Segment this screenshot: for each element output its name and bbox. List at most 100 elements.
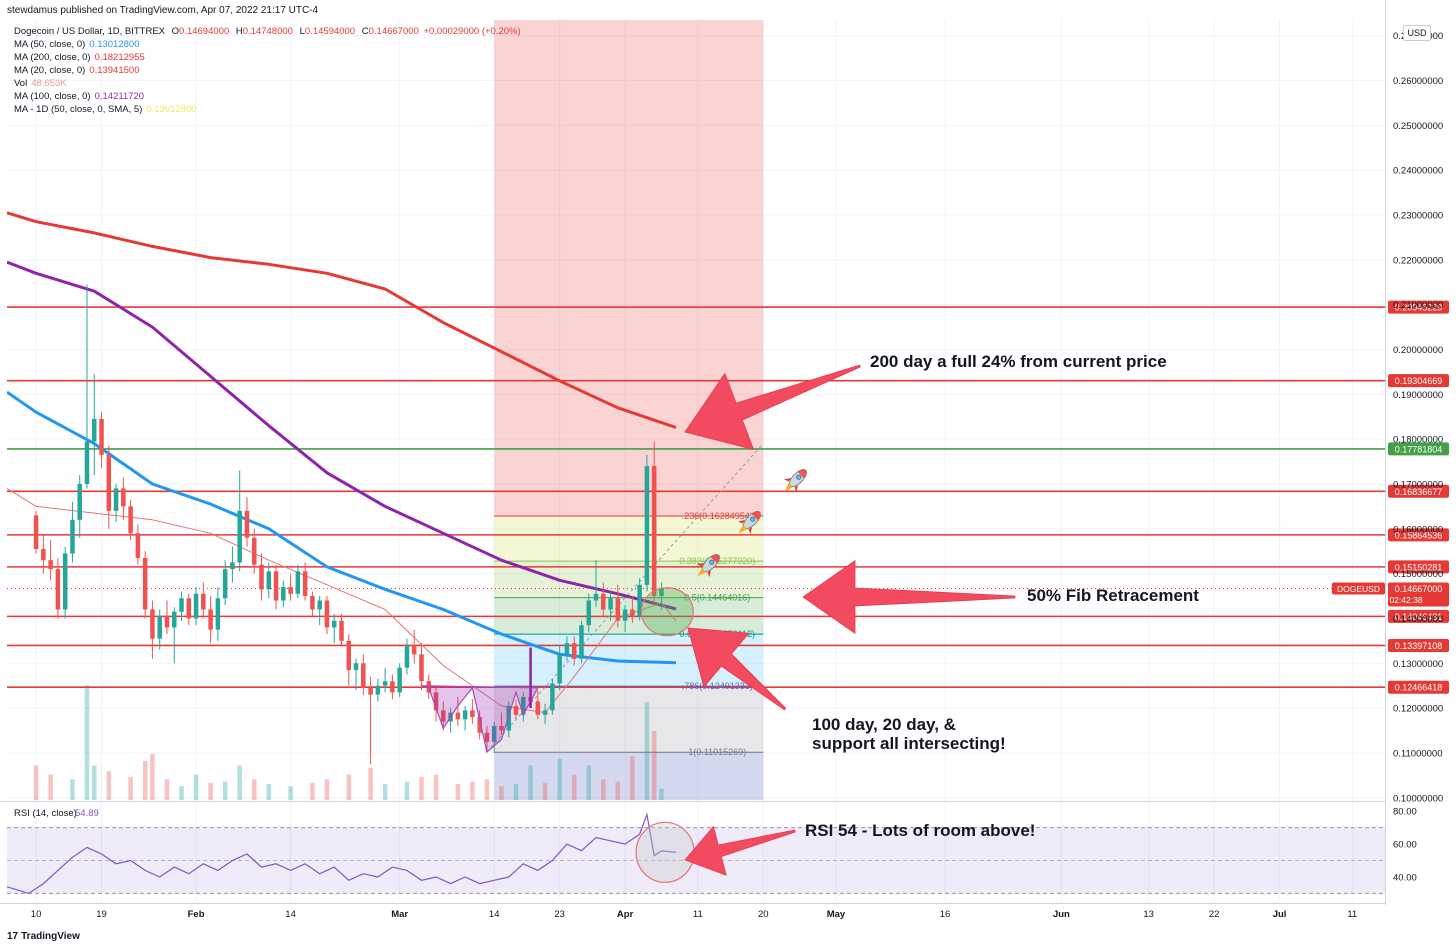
tradingview-logo: 17 TradingView <box>7 931 80 942</box>
candle-body-69 <box>535 701 541 715</box>
legend-close: 0.14667000 <box>368 26 419 37</box>
candle-body-25 <box>215 598 221 630</box>
candle-body-29 <box>244 510 250 538</box>
volume-bar-2 <box>70 779 75 800</box>
level-tag-2 <box>1388 442 1449 456</box>
volume-bar-26 <box>455 783 461 800</box>
candle-body-82 <box>630 609 635 617</box>
y-tick-3: 0.24000000 <box>1393 166 1443 177</box>
level-tag-0 <box>1388 300 1449 314</box>
annotations: 200 day a full 24% from current price 50%… <box>684 352 1199 876</box>
candle-body-70 <box>542 710 548 715</box>
fib-zone-1 <box>494 516 764 562</box>
annotation-50-fib: 50% Fib Retracement <box>1027 586 1199 605</box>
fib-zone-0 <box>494 441 764 517</box>
volume-bar-25 <box>433 774 439 800</box>
level-label-0: 0.20945229 <box>1395 303 1443 313</box>
arrow-rsi <box>684 825 796 876</box>
level-tag-5 <box>1388 560 1449 574</box>
candle-body-65 <box>506 705 512 731</box>
candle-body-9 <box>99 418 104 455</box>
candle-body-75 <box>579 625 584 659</box>
volume-bar-8 <box>150 754 155 800</box>
y-tick-9: 0.18000000 <box>1393 435 1443 446</box>
candle-body-64 <box>499 726 504 731</box>
candle-body-67 <box>521 696 526 715</box>
intersection-circle <box>640 587 694 637</box>
candle-body-53 <box>419 654 424 682</box>
candle-body-32 <box>266 571 272 590</box>
annotation-200-day: 200 day a full 24% from current price <box>870 352 1167 371</box>
candle-body-47 <box>375 685 381 695</box>
candle-body-22 <box>193 593 199 619</box>
legend-ma200: MA (200, close, 0) 0.18212955 <box>14 52 145 63</box>
volume-bar-33 <box>557 758 562 800</box>
rocket-icon-2-fins <box>737 520 752 535</box>
x-tick-11: 16 <box>940 909 951 920</box>
y-tick-1: 0.26000000 <box>1393 76 1443 87</box>
volume-bars <box>33 685 664 800</box>
legend-high: 0.14748000 <box>242 26 293 37</box>
candle-body-45 <box>361 663 366 688</box>
x-tick-10: May <box>827 909 846 920</box>
axes: 0.20945229 0.19304669 0.17781804 0.16836677… <box>31 31 1449 920</box>
candle-body-16 <box>150 609 155 639</box>
candle-body-56 <box>441 710 446 722</box>
fib-label-4: .786(0.12491333) <box>682 681 753 691</box>
legend-open: 0.14694000 <box>179 26 230 37</box>
x-tick-13: 13 <box>1143 909 1154 920</box>
volume-bar-11 <box>193 774 199 800</box>
candle-body-51 <box>404 645 410 668</box>
volume-bar-6 <box>128 777 133 800</box>
ma-line-3 <box>7 487 677 714</box>
candle-body-83 <box>637 584 642 617</box>
volume-bar-12 <box>208 782 213 800</box>
volume-bar-34 <box>571 774 577 800</box>
candle-body-46 <box>368 687 373 695</box>
candle-body-85 <box>651 466 657 597</box>
level-tag-7 <box>1388 638 1449 652</box>
candle-body-79 <box>608 598 613 610</box>
rsi-tick-1: 60.00 <box>1393 840 1417 851</box>
candle-body-71 <box>550 683 555 711</box>
candle-body-2 <box>48 560 53 570</box>
rocket-icon-2-window <box>750 516 756 522</box>
drawings <box>421 587 694 754</box>
volume-bar-37 <box>615 781 621 800</box>
volume-bar-10 <box>179 786 184 800</box>
x-tick-4: Mar <box>391 909 408 920</box>
x-tick-9: 20 <box>758 909 769 920</box>
candle-body-11 <box>113 488 119 511</box>
currency-badge[interactable]: USD <box>1403 25 1431 41</box>
candle-body-48 <box>382 681 388 686</box>
candle-body-52 <box>411 645 417 655</box>
countdown-label: 02:42:38 <box>1389 595 1422 605</box>
candle-body-30 <box>251 537 257 565</box>
level-label-2: 0.17781804 <box>1395 444 1443 454</box>
volume-bar-4 <box>92 765 97 800</box>
legend-high-label: H <box>235 26 243 37</box>
rsi-title: RSI (14, close) <box>14 808 77 819</box>
candle-body-26 <box>222 569 228 599</box>
x-tick-6: 23 <box>554 909 565 920</box>
rocket-icon-1-window <box>796 474 802 480</box>
level-tag-1 <box>1388 374 1449 388</box>
candle-body-39 <box>317 600 322 610</box>
rocket-icon-2-nose <box>751 511 761 521</box>
candle-body-28 <box>237 510 242 563</box>
annotation-intersect-1: 100 day, 20 day, & <box>812 715 956 734</box>
volume-bar-1 <box>48 774 53 800</box>
volume-bar-32 <box>542 782 548 800</box>
legend-close-label: C <box>361 26 369 37</box>
legend-open-label: O <box>171 26 180 37</box>
gridlines <box>0 0 1386 905</box>
volume-bar-0 <box>33 765 39 800</box>
volume-bar-17 <box>288 786 293 800</box>
level-label-5: 0.15150281 <box>1395 562 1443 572</box>
x-tick-2: Feb <box>188 909 205 920</box>
candle-body-12 <box>121 488 126 507</box>
volume-bar-16 <box>266 783 272 800</box>
volume-bar-29 <box>499 786 504 800</box>
current-price-label: 0.14667000 <box>1395 584 1443 594</box>
